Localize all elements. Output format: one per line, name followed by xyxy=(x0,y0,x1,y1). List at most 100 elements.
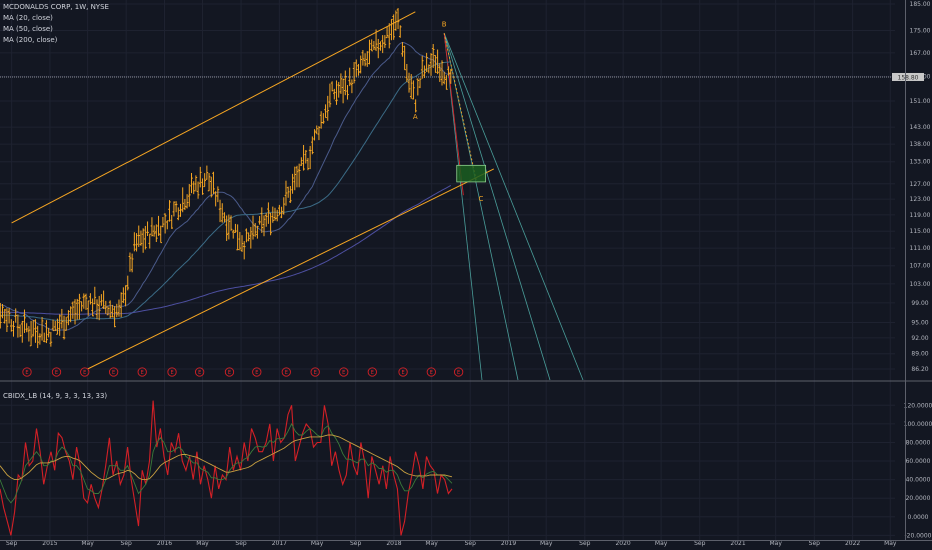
price-bar xyxy=(40,317,44,341)
price-bar xyxy=(262,215,266,237)
earnings-marker[interactable]: E xyxy=(51,367,62,377)
earnings-marker[interactable]: E xyxy=(453,367,464,377)
price-bar xyxy=(80,301,83,312)
x-tick-label: 2015 xyxy=(42,540,57,547)
price-bar xyxy=(425,52,428,72)
price-bar xyxy=(0,302,2,329)
fan-line xyxy=(443,33,551,381)
price-bar xyxy=(267,202,270,224)
cbidx-main-line xyxy=(0,400,453,536)
price-bar xyxy=(69,306,72,323)
price-bar xyxy=(423,65,426,79)
price-bar xyxy=(139,230,143,246)
price-bar xyxy=(449,68,453,84)
ma20-legend[interactable]: MA (20, close) xyxy=(3,14,53,22)
price-bar xyxy=(60,308,64,329)
earnings-marker[interactable]: E xyxy=(224,367,235,377)
earnings-label: E xyxy=(430,370,433,376)
price-bar xyxy=(126,275,130,291)
price-bar xyxy=(198,166,202,188)
price-bar xyxy=(396,8,400,30)
target-zone[interactable] xyxy=(456,164,487,183)
price-bar xyxy=(148,233,152,249)
channel-lower-line xyxy=(87,168,495,370)
price-bar xyxy=(181,187,184,213)
price-bar xyxy=(361,50,365,66)
price-bar xyxy=(247,232,250,242)
price-bar xyxy=(447,66,450,76)
price-bar xyxy=(75,298,79,320)
earnings-marker[interactable]: E xyxy=(108,367,119,377)
price-bar xyxy=(436,49,439,75)
earnings-circle xyxy=(22,367,32,377)
indicator-tick-label: 120.0000 xyxy=(904,402,932,409)
y-tick-label: 103.00 xyxy=(910,281,931,288)
x-tick-label: Sep xyxy=(579,540,591,547)
trend-channel[interactable] xyxy=(11,11,495,370)
earnings-marker[interactable]: E xyxy=(398,367,408,377)
indicator-axis[interactable]: 120.0000 100.0000 80.0000 60.0000 40.0000 20.… xyxy=(904,402,932,539)
price-bar xyxy=(379,41,382,51)
x-tick-label: May xyxy=(425,540,438,547)
earnings-marker[interactable]: E xyxy=(80,367,90,377)
earnings-circle xyxy=(224,367,235,377)
price-readout-bg xyxy=(892,72,924,81)
earnings-marker[interactable]: E xyxy=(310,367,320,377)
price-bar xyxy=(104,300,108,314)
price-axis[interactable]: 185.00175.00167.00159.00151.00143.00138.… xyxy=(892,1,931,373)
earnings-marker[interactable]: E xyxy=(137,367,147,377)
price-bar xyxy=(434,54,437,73)
price-bar xyxy=(284,180,288,206)
earnings-label: E xyxy=(83,370,86,376)
price-bar xyxy=(341,78,345,104)
earnings-marker[interactable]: E xyxy=(367,367,377,377)
y-tick-label: 123.00 xyxy=(910,196,931,203)
indicator-tick-label: 60.0000 xyxy=(906,458,931,465)
price-bar xyxy=(251,215,255,240)
price-bar xyxy=(295,165,299,188)
price-bar xyxy=(245,228,248,243)
earnings-marker[interactable]: E xyxy=(167,367,177,377)
price-bar xyxy=(115,303,119,318)
symbol-legend[interactable]: MCDONALDS CORP, 1W, NYSE xyxy=(3,3,109,11)
cbidx-indicator xyxy=(0,400,453,536)
earnings-marker[interactable]: E xyxy=(195,367,205,377)
price-bar xyxy=(236,224,239,251)
y-tick-label: 92.00 xyxy=(911,335,928,342)
moving-averages xyxy=(0,41,452,331)
price-bar xyxy=(315,125,319,135)
price-bar xyxy=(187,184,191,207)
price-bar xyxy=(368,39,371,65)
earnings-marker[interactable]: E xyxy=(252,367,262,377)
price-bar xyxy=(1,303,4,319)
earnings-marker[interactable]: E xyxy=(22,367,32,377)
earnings-marker[interactable]: E xyxy=(426,367,436,377)
projection-dashed-line xyxy=(443,33,477,181)
y-tick-label: 99.00 xyxy=(911,300,928,307)
ma50-legend[interactable]: MA (50, close) xyxy=(3,25,53,33)
price-bar xyxy=(38,333,42,345)
price-bar xyxy=(418,78,422,89)
earnings-marker[interactable]: E xyxy=(281,367,291,377)
price-bar xyxy=(322,113,325,124)
price-bar xyxy=(258,216,261,225)
price-bar xyxy=(95,299,99,320)
price-bar xyxy=(36,325,39,349)
earnings-marker[interactable]: E xyxy=(339,367,349,377)
price-bar xyxy=(150,217,154,237)
price-bar xyxy=(82,293,86,309)
price-bar xyxy=(49,331,53,347)
price-bar xyxy=(106,306,110,316)
indicator-legend[interactable]: CBIDX_LB (14, 9, 3, 3, 13, 33) xyxy=(3,392,108,400)
price-bar xyxy=(185,194,189,209)
price-bar xyxy=(93,286,97,305)
ma200-legend[interactable]: MA (200, close) xyxy=(3,36,58,44)
time-axis[interactable]: Sep 2015 May Sep 2016 May Sep 2017 May Sep 2018 May… xyxy=(6,540,897,547)
price-bar xyxy=(170,214,174,229)
x-tick-label: Sep xyxy=(350,540,362,547)
y-tick-label: 133.00 xyxy=(910,159,931,166)
price-bar xyxy=(387,23,391,49)
